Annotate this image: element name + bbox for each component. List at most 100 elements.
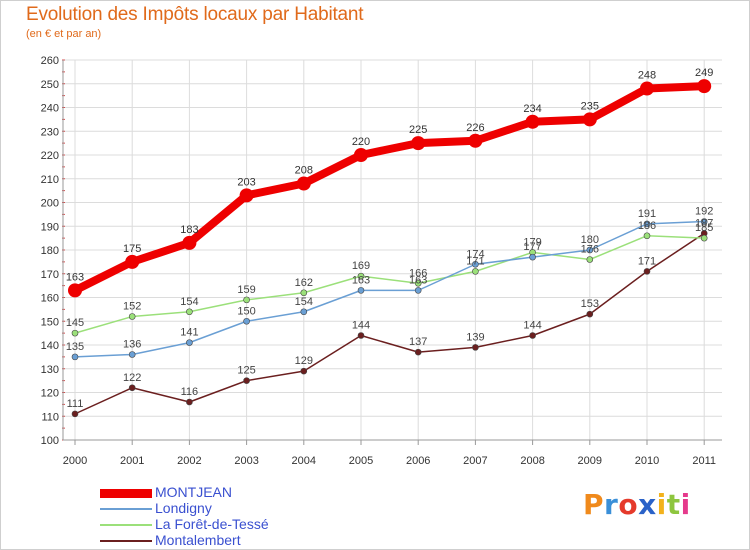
data-label-montjean: 249 (695, 67, 713, 79)
point-la-foret-de-tesse (643, 232, 651, 240)
logo-letter: P (583, 488, 605, 521)
y-tick-label: 210 (41, 174, 59, 186)
data-label-montalembert: 171 (638, 255, 656, 267)
x-tick-label: 2002 (177, 455, 201, 467)
data-label-la-foret-de-tesse: 166 (409, 267, 427, 279)
y-tick-label: 230 (41, 126, 59, 138)
y-tick-label: 110 (41, 411, 59, 423)
data-label-londigny: 192 (695, 206, 713, 218)
y-tick-label: 150 (41, 316, 59, 328)
point-montalembert (71, 410, 79, 418)
data-label-montjean: 220 (352, 136, 370, 148)
x-tick-label: 2011 (692, 455, 716, 467)
data-label-montjean: 203 (237, 176, 255, 188)
data-label-la-foret-de-tesse: 159 (237, 284, 255, 296)
logo-letter: t (666, 488, 681, 521)
data-label-montjean: 226 (466, 122, 484, 134)
data-label-montalembert: 139 (466, 331, 484, 343)
data-label-londigny: 135 (66, 341, 84, 353)
point-montalembert (357, 332, 365, 339)
point-montjean (411, 136, 426, 151)
point-la-foret-de-tesse (128, 313, 136, 320)
data-label-londigny: 136 (123, 339, 141, 351)
data-label-montjean: 183 (180, 224, 198, 236)
series-line-la-foret-de-tesse (74, 235, 705, 334)
point-montjean (354, 148, 368, 162)
point-montjean (239, 188, 254, 203)
data-label-la-foret-de-tesse: 145 (66, 317, 84, 329)
y-tick-label: 170 (41, 269, 59, 281)
data-label-montalembert: 122 (123, 372, 141, 384)
point-londigny (357, 287, 365, 294)
logo-letter: r (604, 488, 619, 521)
y-tick-label: 180 (41, 245, 59, 257)
x-tick-label: 2008 (520, 455, 544, 467)
x-tick-label: 2010 (635, 455, 659, 467)
point-la-foret-de-tesse (586, 256, 594, 263)
legend-label: MONTJEAN (155, 484, 232, 500)
point-montalembert (586, 310, 594, 318)
y-tick-label: 240 (41, 103, 59, 115)
data-label-la-foret-de-tesse: 186 (638, 220, 656, 232)
point-la-foret-de-tesse (71, 329, 79, 337)
point-montjean (525, 114, 540, 129)
y-tick-label: 120 (41, 388, 59, 400)
data-label-montjean: 234 (523, 103, 541, 115)
data-label-montjean: 163 (66, 271, 84, 283)
point-londigny (71, 353, 79, 361)
point-londigny (300, 308, 308, 316)
point-montjean (182, 235, 197, 250)
proxiti-logo: Proxiti (583, 488, 691, 521)
series-line-montjean (71, 82, 709, 295)
legend-label: La Forêt-de-Tessé (155, 516, 269, 532)
data-label-la-foret-de-tesse: 162 (295, 277, 313, 289)
point-la-foret-de-tesse (243, 296, 250, 304)
x-tick-label: 2009 (578, 455, 602, 467)
data-label-montalembert: 111 (67, 398, 84, 410)
point-montjean (125, 254, 140, 269)
data-label-londigny: 150 (237, 305, 255, 317)
series-lines (68, 79, 712, 418)
point-montjean (468, 133, 483, 148)
data-label-montalembert: 144 (523, 320, 541, 332)
data-label-montalembert: 187 (695, 217, 713, 229)
y-tick-label: 250 (41, 79, 59, 91)
x-tick-label: 2006 (406, 455, 430, 467)
y-tick-label: 190 (41, 221, 59, 233)
data-label-montjean: 248 (638, 70, 656, 82)
y-tick-label: 140 (41, 340, 59, 352)
point-montalembert (472, 344, 479, 351)
data-label-montalembert: 116 (181, 386, 199, 398)
data-label-londigny: 191 (638, 208, 656, 220)
x-tick-label: 2004 (292, 455, 316, 467)
data-label-la-foret-de-tesse: 169 (352, 260, 370, 272)
logo-letter: x (638, 488, 657, 521)
data-label-montjean: 175 (123, 243, 141, 255)
data-label-montjean: 208 (295, 165, 313, 177)
data-label-montjean: 225 (409, 124, 427, 136)
grid (63, 59, 722, 441)
point-la-foret-de-tesse (357, 272, 365, 280)
point-montalembert (128, 384, 136, 392)
point-la-foret-de-tesse (700, 234, 708, 242)
point-montalembert (186, 398, 193, 406)
chart-title: Evolution des Impôts locaux par Habitant (26, 4, 364, 25)
logo-letter: i (656, 488, 667, 521)
data-label-la-foret-de-tesse: 179 (523, 236, 541, 248)
axes: 100 110 120 130 140 150 160 170 180 190 200 210 220 2… (41, 55, 722, 467)
data-label-londigny: 163 (352, 274, 370, 286)
data-label-la-foret-de-tesse: 185 (695, 222, 713, 234)
y-tick-label: 160 (41, 293, 59, 305)
point-montalembert (300, 367, 308, 375)
legend-swatch (100, 488, 152, 498)
point-londigny (472, 260, 479, 268)
point-montjean (68, 283, 82, 298)
x-tick-label: 2003 (234, 455, 258, 467)
legend-label: Londigny (155, 500, 212, 516)
data-label-londigny: 154 (295, 296, 313, 308)
point-londigny (186, 339, 193, 346)
x-tick-label: 2001 (120, 455, 144, 467)
data-labels: 111 122 116 125 129 144 137 139 144 153 171 187 145 1… (66, 67, 714, 410)
